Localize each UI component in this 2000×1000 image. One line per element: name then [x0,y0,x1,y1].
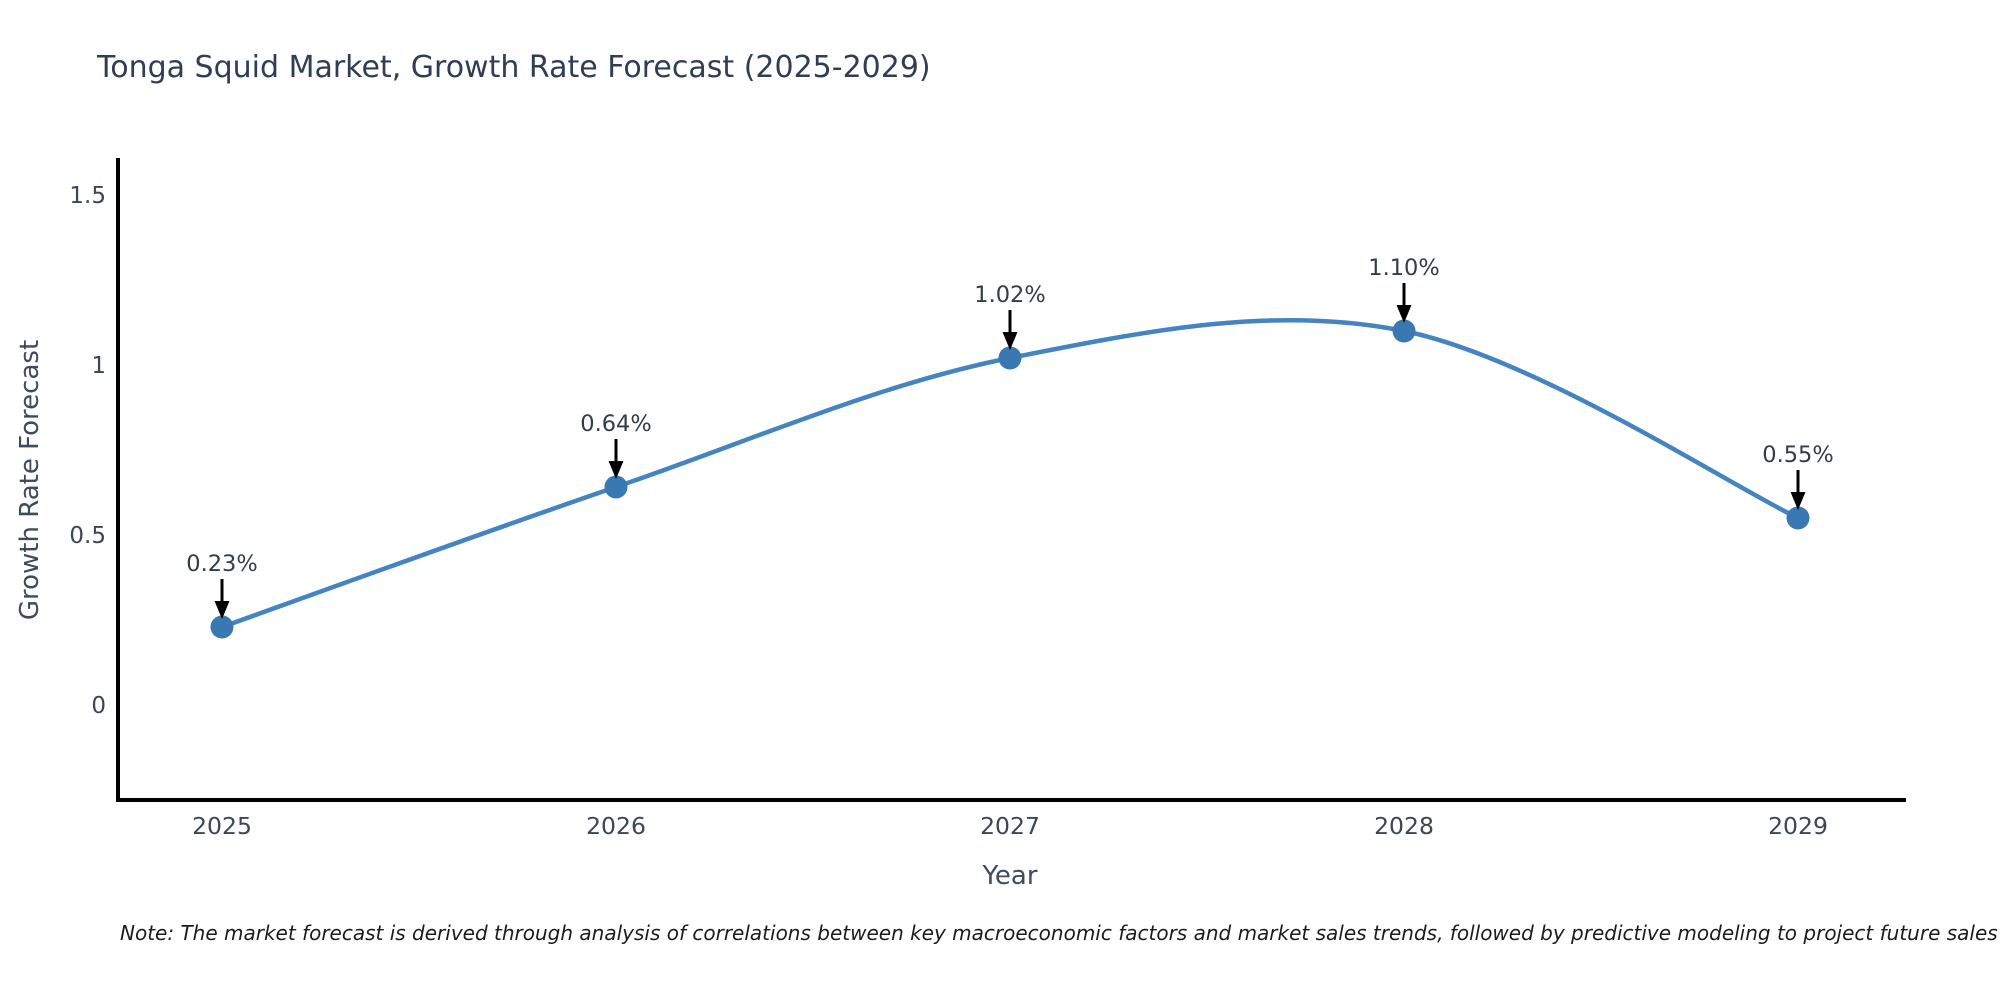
annotation-label: 0.23% [186,551,257,577]
annotation-label: 0.64% [580,411,651,437]
y-tick-label: 0 [91,693,106,719]
annotation-label: 1.02% [974,282,1045,308]
annotation-arrow-head [1396,305,1412,323]
data-point-marker [604,475,628,499]
x-tick-label: 2028 [1374,812,1434,840]
x-tick-label: 2027 [980,812,1040,840]
annotation-label: 1.10% [1368,255,1439,281]
annotation-arrow-head [214,601,230,619]
y-tick-label: 0.5 [69,523,106,549]
y-tick-label: 1.5 [69,183,106,209]
x-tick-label: 2029 [1768,812,1828,840]
y-axis-label: Growth Rate Forecast [15,339,45,621]
chart-title: Tonga Squid Market, Growth Rate Forecast… [97,50,931,85]
data-point-marker [1392,319,1416,343]
x-tick-label: 2026 [586,812,646,840]
data-point-marker [998,346,1022,370]
annotation-arrow-head [608,461,624,479]
annotation-label: 0.55% [1762,442,1833,468]
y-tick-label: 1 [91,353,106,379]
x-tick-label: 2025 [192,812,252,840]
x-axis-label: Year [982,861,1038,891]
data-point-marker [210,615,234,639]
annotation-arrow-head [1790,492,1806,510]
annotation-arrow-head [1002,332,1018,350]
footnote: Note: The market forecast is derived thr… [120,921,1998,945]
data-point-marker [1786,506,1810,530]
